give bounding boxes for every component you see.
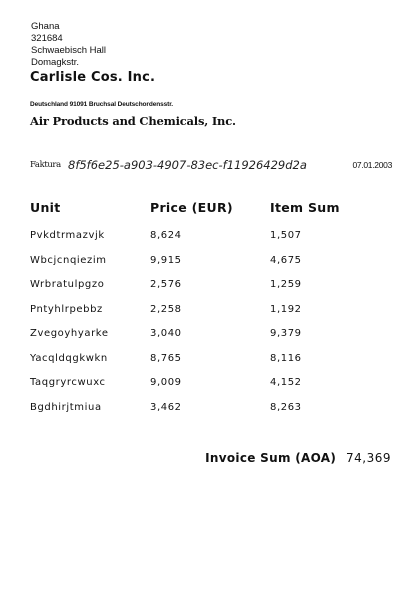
invoice-total: Invoice Sum (AOA) 74,369 xyxy=(205,451,391,465)
company-name: Carlisle Cos. Inc. xyxy=(30,70,156,85)
cell-unit: Yacqldqgkwkn xyxy=(30,352,108,364)
invoice-label: Faktura xyxy=(30,160,61,170)
sender-city: Schwaebisch Hall xyxy=(31,45,106,56)
sender-address: Ghana 321684 Schwaebisch Hall Domagkstr. xyxy=(31,21,106,69)
cell-unit: Wbcjcnqiezim xyxy=(30,254,107,266)
header-unit: Unit xyxy=(30,200,61,215)
table-row: Pvkdtrmazvjk 8,624 1,507 xyxy=(30,230,370,255)
cell-price: 8,765 xyxy=(150,352,182,364)
recipient-name: Air Products and Chemicals, Inc. xyxy=(30,114,236,128)
sender-country: Ghana xyxy=(31,21,60,32)
recipient-address: Deutschland 91091 Bruchsal Deutschordens… xyxy=(30,101,173,108)
table-row: Yacqldqgkwkn 8,765 8,116 xyxy=(30,353,370,378)
cell-price: 3,040 xyxy=(150,328,182,339)
sender-street: Domagkstr. xyxy=(31,57,80,68)
cell-item-sum: 1,507 xyxy=(270,230,302,241)
cell-item-sum: 8,263 xyxy=(270,401,302,413)
cell-price: 9,009 xyxy=(150,377,182,388)
cell-unit: Taqgryrcwuxc xyxy=(30,377,106,388)
cell-item-sum: 4,675 xyxy=(270,254,302,266)
header-item-sum: Item Sum xyxy=(270,200,340,215)
cell-price: 3,462 xyxy=(150,401,182,413)
header-price: Price (EUR) xyxy=(150,200,233,215)
cell-item-sum: 1,192 xyxy=(270,303,302,315)
table-row: Zvegoyhyarke 3,040 9,379 xyxy=(30,328,370,353)
cell-price: 9,915 xyxy=(150,254,182,266)
table-row: Taqgryrcwuxc 9,009 4,152 xyxy=(30,377,370,402)
cell-unit: Pntyhlrpebbz xyxy=(30,303,103,315)
table-row: Wrbratulpgzo 2,576 1,259 xyxy=(30,279,370,304)
total-value: 74,369 xyxy=(346,451,391,465)
sender-postal-code: 321684 xyxy=(31,33,63,44)
table-row: Bgdhirjtmiua 3,462 8,263 xyxy=(30,402,370,427)
table-header: Unit Price (EUR) Item Sum xyxy=(30,200,370,230)
table-row: Pntyhlrpebbz 2,258 1,192 xyxy=(30,304,370,329)
cell-price: 8,624 xyxy=(150,230,182,241)
invoice-date: 07.01.2003 xyxy=(352,160,392,170)
invoice-id: 8f5f6e25-a903-4907-83ec-f11926429d2a xyxy=(68,158,307,172)
cell-item-sum: 4,152 xyxy=(270,377,302,388)
line-items-table: Unit Price (EUR) Item Sum Pvkdtrmazvjk 8… xyxy=(30,200,370,426)
cell-price: 2,258 xyxy=(150,303,182,315)
invoice-info: Faktura 8f5f6e25-a903-4907-83ec-f1192642… xyxy=(30,158,392,172)
cell-item-sum: 9,379 xyxy=(270,328,302,339)
cell-item-sum: 1,259 xyxy=(270,279,302,290)
cell-unit: Wrbratulpgzo xyxy=(30,279,105,290)
cell-unit: Bgdhirjtmiua xyxy=(30,401,102,413)
total-label: Invoice Sum (AOA) xyxy=(205,451,337,465)
cell-unit: Pvkdtrmazvjk xyxy=(30,230,105,241)
cell-price: 2,576 xyxy=(150,279,182,290)
table-row: Wbcjcnqiezim 9,915 4,675 xyxy=(30,255,370,280)
cell-unit: Zvegoyhyarke xyxy=(30,328,109,339)
cell-item-sum: 8,116 xyxy=(270,352,302,364)
